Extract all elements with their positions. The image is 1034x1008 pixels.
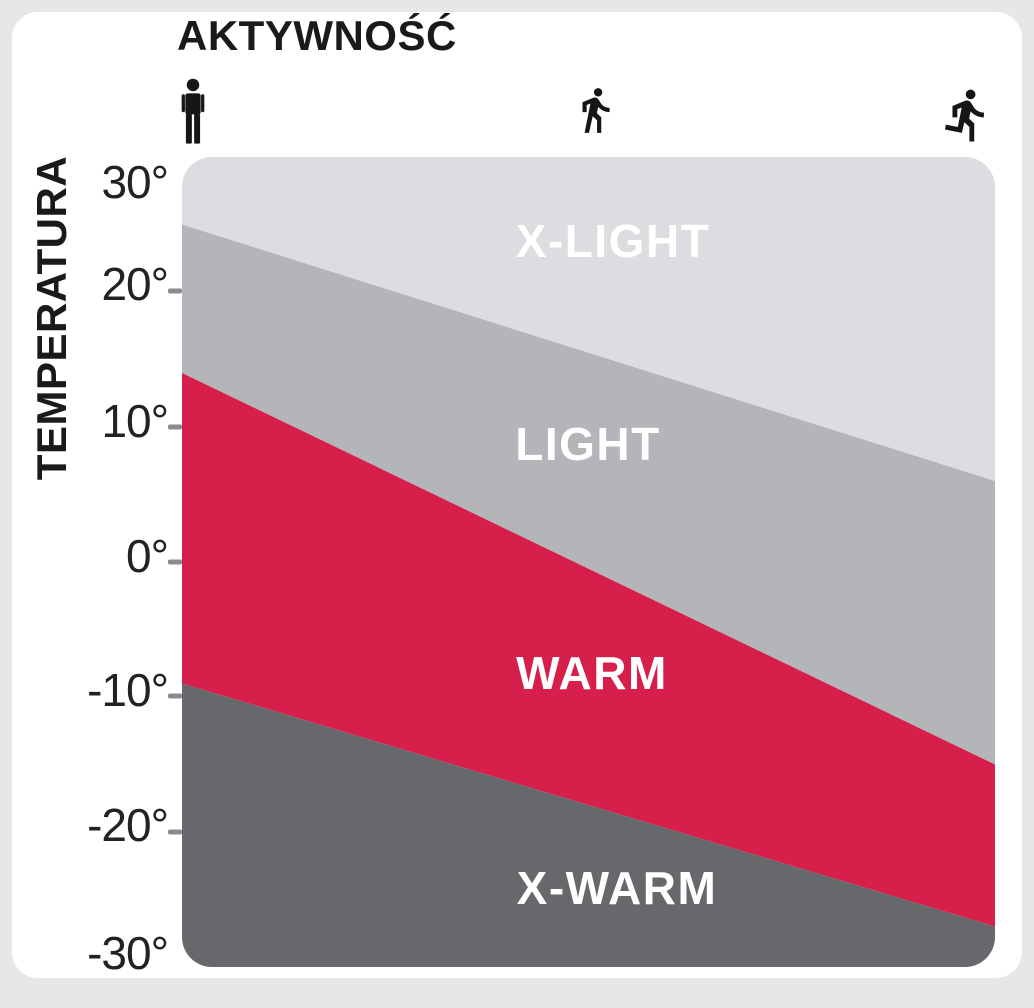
x-axis-title: AKTYWNOŚĆ	[177, 12, 457, 59]
standing-person-icon	[176, 77, 210, 145]
y-tick-label-10: 10°	[101, 395, 169, 447]
y-tick-label-30: 30°	[101, 156, 169, 208]
zone-band-x-warm	[182, 683, 995, 967]
y-tick-mark-20	[168, 288, 182, 294]
y-tick-label-20: 20°	[101, 258, 169, 310]
y-tick-label-0: 0°	[126, 530, 169, 582]
walking-person-icon	[570, 77, 620, 143]
y-tick-label-neg30: -30°	[87, 927, 169, 979]
zone-label-x-light: X-LIGHT	[515, 215, 711, 267]
temperature-activity-chart: X-LIGHT LIGHT WARM X-WARM	[182, 157, 995, 967]
zone-label-x-warm: X-WARM	[516, 862, 718, 914]
y-tick-label-neg10: -10°	[87, 664, 169, 716]
zone-label-warm: WARM	[516, 647, 668, 699]
zone-bands	[182, 157, 995, 967]
y-tick-mark-0	[168, 559, 182, 565]
y-tick-label-neg20: -20°	[87, 799, 169, 851]
zone-band-warm	[182, 373, 995, 927]
y-tick-mark-10	[168, 424, 182, 430]
y-tick-mark-neg10	[168, 693, 182, 699]
zone-label-light: LIGHT	[515, 418, 661, 470]
y-tick-mark-neg20	[168, 829, 182, 835]
running-person-icon	[938, 86, 996, 144]
zone-band-x-light	[182, 157, 995, 481]
zone-band-light	[182, 224, 995, 765]
